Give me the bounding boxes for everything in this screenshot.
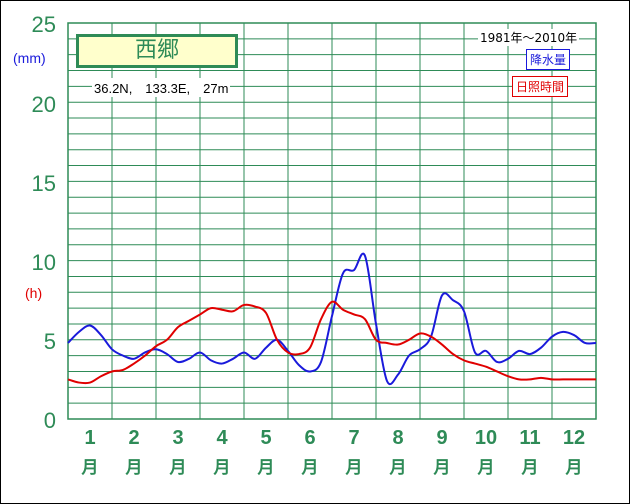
month-kanji: 月	[81, 458, 99, 478]
month-number: 9	[436, 427, 448, 449]
month-number: 1	[84, 427, 96, 449]
plot-border	[67, 22, 597, 420]
rain-unit-label: (mm)	[13, 50, 46, 66]
x-tick-label: 11 月	[515, 427, 545, 478]
month-number: 7	[348, 427, 360, 449]
y-tick-label: 15	[31, 171, 56, 196]
month-number: 4	[216, 427, 228, 449]
x-tick-label: 10 月	[471, 427, 501, 478]
month-number: 10	[474, 427, 498, 449]
y-tick-label: 5	[43, 329, 56, 354]
month-kanji: 月	[169, 458, 187, 478]
month-number: 5	[260, 427, 272, 449]
month-number: 2	[128, 427, 140, 449]
y-tick-label: 25	[31, 12, 56, 37]
month-kanji: 月	[345, 458, 363, 478]
x-tick-label: 12 月	[559, 427, 589, 478]
month-kanji: 月	[521, 458, 539, 478]
month-kanji: 月	[125, 458, 143, 478]
month-number: 3	[172, 427, 184, 449]
month-kanji: 月	[213, 458, 231, 478]
month-number: 6	[304, 427, 316, 449]
month-kanji: 月	[477, 458, 495, 478]
precipitation-series-line	[67, 252, 597, 386]
station-coordinates: 36.2N, 133.3E, 27m	[92, 78, 231, 97]
y-tick-label: 20	[31, 92, 56, 117]
y-tick-label: 10	[31, 250, 56, 275]
month-kanji: 月	[389, 458, 407, 478]
legend-precipitation: 降水量	[526, 49, 571, 70]
sunshine-series-line	[67, 300, 596, 385]
month-number: 8	[392, 427, 404, 449]
y-tick-label: 0	[43, 408, 56, 433]
month-number: 12	[562, 427, 586, 449]
legend-sunshine: 日照時間	[512, 76, 569, 97]
station-name-box: 西郷	[76, 34, 238, 68]
month-kanji: 月	[301, 458, 319, 478]
month-number: 11	[519, 427, 541, 449]
period-label: 1981年〜2010年	[478, 29, 580, 46]
month-kanji: 月	[433, 458, 451, 478]
month-kanji: 月	[257, 458, 275, 478]
sun-unit-label: (h)	[25, 285, 43, 301]
month-kanji: 月	[565, 458, 583, 478]
